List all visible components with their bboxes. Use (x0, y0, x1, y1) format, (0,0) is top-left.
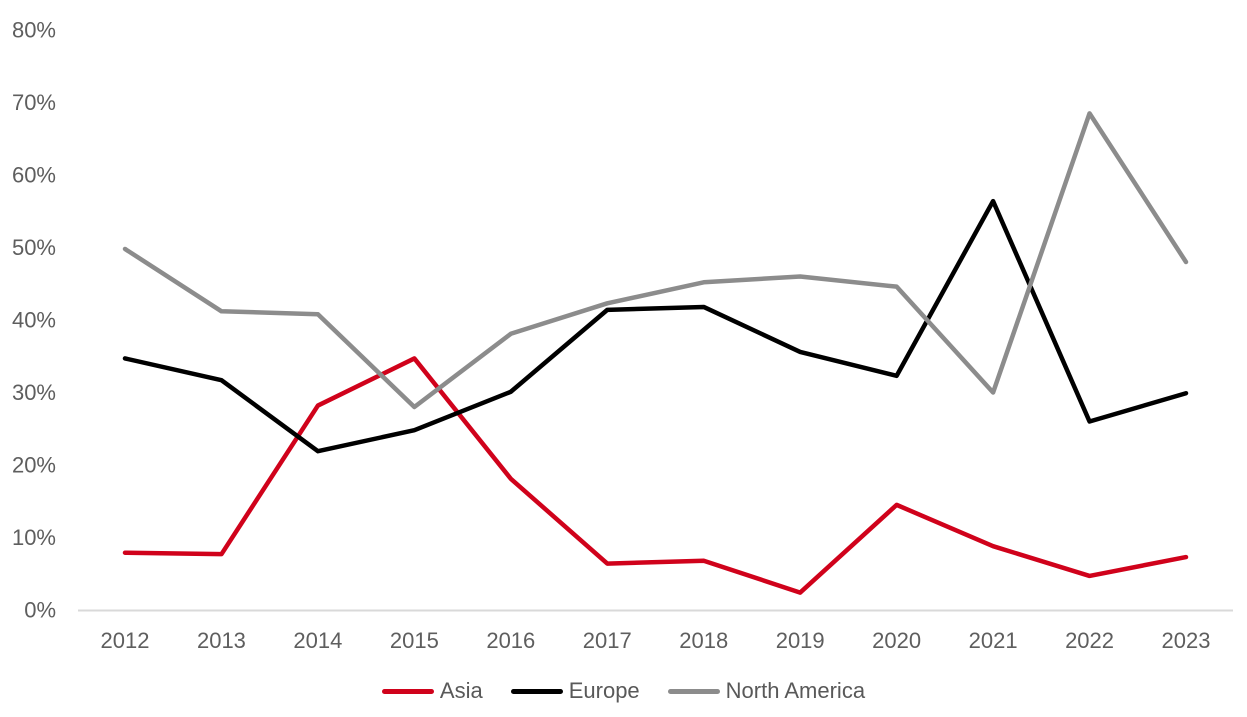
chart-line-europe (122, 198, 1189, 454)
legend-label: Asia (439, 678, 483, 703)
y-axis-tick-label: 30% (12, 380, 56, 405)
y-axis-tick-label: 50% (12, 235, 56, 260)
x-axis-tick-label: 2017 (583, 628, 632, 653)
x-axis-tick-label: 2020 (872, 628, 921, 653)
legend-item-asia: Asia (381, 678, 483, 704)
x-axis-tick-label: 2021 (969, 628, 1018, 653)
y-axis-tick-label: 40% (12, 308, 56, 333)
legend-label: Europe (568, 678, 640, 703)
x-axis-tick-label: 2019 (776, 628, 825, 653)
legend-label: North America (725, 678, 866, 703)
chart-legend: Asia Europe North America (0, 676, 1247, 706)
y-axis-tick-label: 0% (24, 598, 56, 623)
chart-line-north-america (122, 111, 1189, 410)
y-axis-tick-label: 20% (12, 453, 56, 478)
legend-swatch-asia (381, 688, 434, 694)
legend-item-europe: Europe (510, 678, 640, 704)
x-axis-tick-label: 2022 (1065, 628, 1114, 653)
legend-item-north-america: North America (667, 678, 866, 704)
x-axis-tick-label: 2016 (486, 628, 535, 653)
x-axis-tick-label: 2023 (1162, 628, 1211, 653)
x-axis-tick-label: 2018 (679, 628, 728, 653)
y-axis-tick-label: 60% (12, 163, 56, 188)
legend-swatch-europe (510, 688, 563, 694)
x-axis-tick-label: 2013 (197, 628, 246, 653)
x-axis-tick-label: 2014 (293, 628, 342, 653)
y-axis-tick-label: 70% (12, 90, 56, 115)
y-axis-tick-label: 10% (12, 525, 56, 550)
x-axis-tick-label: 2012 (101, 628, 150, 653)
x-axis-tick-label: 2015 (390, 628, 439, 653)
chart-line-asia (122, 356, 1189, 595)
legend-swatch-north-america (667, 688, 720, 694)
y-axis-tick-label: 80% (12, 18, 56, 43)
